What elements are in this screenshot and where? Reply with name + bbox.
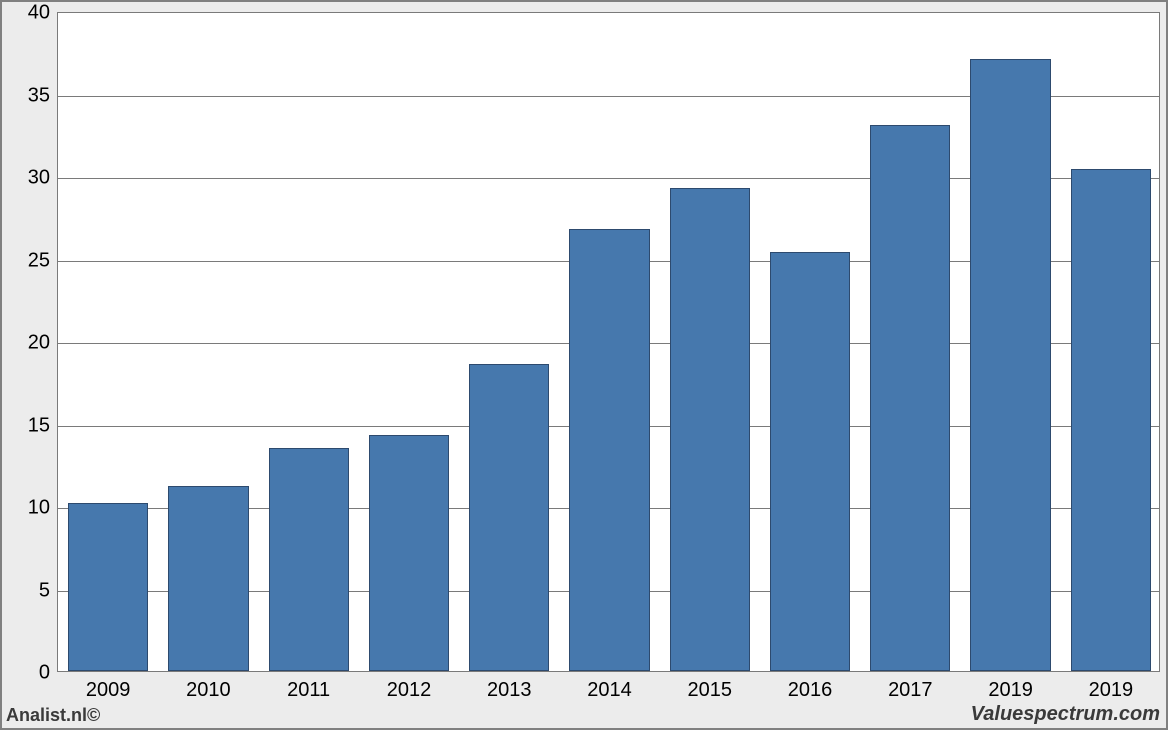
y-tick-label: 40 xyxy=(28,2,58,25)
y-tick-label: 0 xyxy=(39,662,58,685)
x-tick-label: 2015 xyxy=(688,671,733,702)
chart-frame: 0 5 10 15 20 25 30 35 40 2009 2010 2011 2012 2013 2014… xyxy=(0,0,1168,730)
x-tick-label: 2012 xyxy=(387,671,432,702)
bar xyxy=(168,486,248,671)
x-tick-label: 2013 xyxy=(487,671,532,702)
bar xyxy=(68,503,148,671)
y-tick-label: 20 xyxy=(28,332,58,355)
bar xyxy=(970,59,1050,671)
x-tick-label: 2014 xyxy=(587,671,632,702)
y-tick-label: 15 xyxy=(28,414,58,437)
bar xyxy=(469,364,549,671)
bar xyxy=(369,435,449,671)
y-tick-label: 10 xyxy=(28,497,58,520)
x-tick-label: 2017 xyxy=(888,671,933,702)
footer-right: Valuespectrum.com xyxy=(971,703,1160,726)
bar xyxy=(870,125,950,671)
bar xyxy=(1071,169,1151,671)
x-tick-label: 2011 xyxy=(287,671,330,702)
x-tick-label: 2009 xyxy=(86,671,131,702)
bar xyxy=(569,229,649,671)
y-tick-label: 35 xyxy=(28,84,58,107)
y-tick-label: 5 xyxy=(39,579,58,602)
bar xyxy=(269,448,349,671)
x-tick-label: 2019 xyxy=(1089,671,1134,702)
x-tick-label: 2019 xyxy=(988,671,1033,702)
bar xyxy=(770,252,850,671)
x-tick-label: 2016 xyxy=(788,671,833,702)
plot-area: 0510152025303540200920102011201220132014… xyxy=(57,12,1160,672)
bar xyxy=(670,188,750,671)
footer-left: Analist.nl© xyxy=(6,705,100,726)
x-tick-label: 2010 xyxy=(186,671,231,702)
y-tick-label: 30 xyxy=(28,167,58,190)
y-tick-label: 25 xyxy=(28,249,58,272)
